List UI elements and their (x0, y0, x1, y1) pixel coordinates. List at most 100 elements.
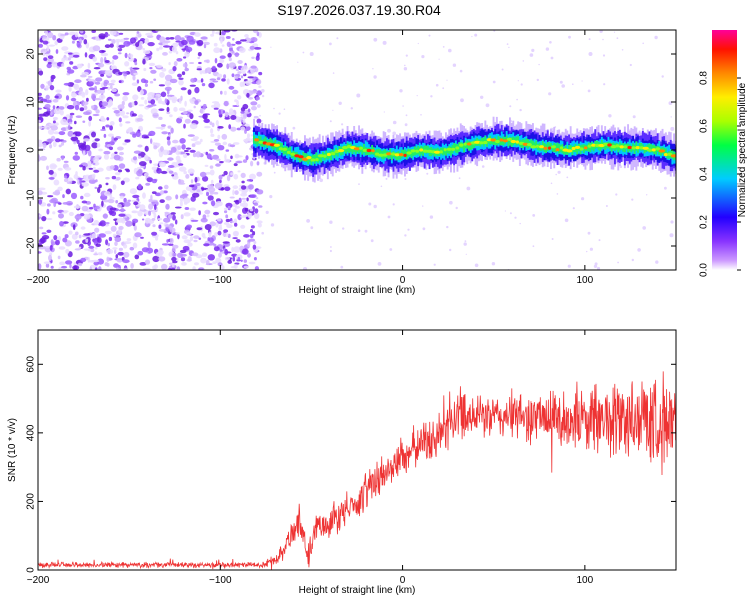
noise-blob (246, 92, 250, 98)
noise-blob (146, 177, 153, 183)
noise-speck (416, 95, 418, 97)
noise-blob (118, 52, 122, 55)
noise-blob (213, 42, 218, 47)
noise-speck (458, 177, 461, 180)
ridge-peak (273, 143, 280, 147)
noise-speck (506, 43, 509, 45)
noise-speck (265, 210, 269, 214)
colorbar-tick-label: 0.4 (699, 167, 710, 181)
noise-blob (164, 98, 168, 104)
ridge-peak (655, 147, 661, 151)
noise-blob (193, 239, 198, 243)
noise-blob (110, 157, 114, 160)
noise-blob (242, 81, 246, 87)
spectrogram-ytick-label: −10 (26, 189, 37, 206)
noise-blob (48, 44, 56, 47)
noise-blob (195, 151, 202, 158)
noise-blob (64, 167, 72, 171)
noise-blob (254, 266, 259, 270)
ridge-cell (326, 152, 329, 160)
noise-speck (261, 231, 265, 235)
ridge-cell (387, 151, 390, 160)
noise-blob (109, 125, 113, 131)
noise-blob (132, 67, 140, 70)
ridge-peak (551, 145, 556, 149)
noise-speck (422, 205, 424, 207)
noise-speck (270, 223, 275, 227)
noise-blob (194, 141, 202, 145)
ridge-cell (569, 144, 572, 151)
noise-blob (120, 38, 126, 43)
ridge-cell (418, 147, 421, 157)
noise-blob (95, 179, 98, 183)
snr-ticks: −200 −100 0 100 0 200 400 600 (26, 330, 676, 586)
noise-blob (91, 30, 96, 33)
noise-speck (631, 198, 634, 201)
noise-blob (123, 40, 131, 47)
noise-blob (216, 73, 223, 79)
noise-blob (81, 71, 89, 76)
noise-blob (178, 182, 186, 185)
noise-speck (372, 68, 374, 70)
noise-blob (213, 211, 219, 216)
noise-blob (210, 179, 214, 185)
noise-speck (664, 186, 667, 190)
noise-blob (38, 190, 43, 196)
noise-blob (205, 189, 209, 193)
noise-blob (92, 113, 100, 117)
noise-blob (164, 211, 169, 214)
noise-blob (97, 62, 105, 68)
ridge-peak (515, 140, 520, 144)
noise-blob (64, 234, 69, 239)
noise-blob (80, 226, 86, 230)
noise-blob (125, 220, 133, 227)
ridge-peak (326, 152, 331, 157)
noise-speck (617, 261, 619, 264)
noise-blob (166, 111, 171, 115)
ridge-peak (337, 149, 345, 153)
noise-blob (180, 214, 184, 220)
noise-blob (92, 162, 96, 165)
noise-blob (80, 195, 84, 200)
ridge-cell (423, 145, 426, 153)
noise-blob (117, 146, 124, 151)
noise-blob (171, 267, 176, 270)
noise-blob (219, 161, 224, 163)
noise-blob (177, 73, 182, 78)
noise-blob (68, 124, 71, 130)
noise-blob (42, 40, 49, 45)
noise-speck (548, 92, 552, 96)
noise-blob (120, 180, 125, 186)
noise-speck (261, 94, 265, 98)
noise-blob (133, 100, 138, 106)
noise-speck (392, 203, 395, 206)
noise-blob (223, 100, 229, 107)
noise-blob (50, 125, 58, 131)
ridge-peak (415, 149, 420, 153)
noise-blob (179, 200, 183, 207)
noise-blob (130, 37, 137, 44)
noise-speck (364, 229, 368, 233)
noise-blob (43, 57, 48, 61)
noise-blob (154, 192, 161, 197)
noise-blob (126, 128, 134, 133)
noise-blob (243, 112, 247, 119)
noise-speck (654, 35, 658, 40)
noise-blob (91, 131, 96, 138)
noise-blob (133, 72, 139, 76)
noise-blob (164, 184, 169, 190)
noise-blob (124, 139, 131, 143)
noise-blob (242, 248, 249, 255)
noise-blob (63, 160, 69, 163)
noise-blob (87, 133, 91, 137)
noise-blob (78, 234, 82, 239)
noise-blob (132, 94, 139, 101)
ridge-peak (353, 147, 361, 151)
noise-blob (251, 56, 255, 59)
noise-speck (646, 194, 648, 196)
noise-blob (142, 192, 146, 199)
ridge-peak (434, 150, 441, 154)
noise-blob (118, 71, 123, 75)
noise-blob (160, 170, 168, 174)
noise-blob (237, 256, 241, 261)
